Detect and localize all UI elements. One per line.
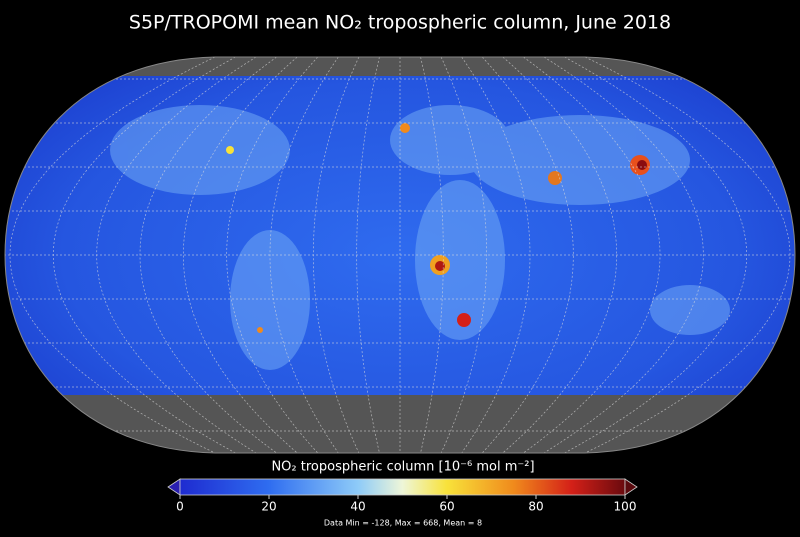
colorbar-tick-label: 40 [350, 500, 365, 514]
colorbar-tick-label: 100 [614, 500, 637, 514]
meridian [543, 57, 704, 453]
colorbar-tick-label: 0 [176, 500, 184, 514]
colorbar-over-arrow [624, 478, 638, 496]
meridian [9, 57, 216, 453]
meridian [356, 57, 380, 453]
colorbar-ticks: 0 20 40 60 80 100 [176, 495, 636, 514]
hotspots [226, 123, 650, 333]
colorbar-tick-label: 80 [528, 500, 543, 514]
colorbar [179, 478, 626, 496]
meridian [481, 57, 574, 453]
meridian [226, 57, 319, 453]
data-stats: Data Min = -128, Max = 668, Mean = 8 [324, 519, 482, 528]
meridian [584, 57, 791, 453]
meridian [523, 57, 661, 453]
meridian [182, 57, 298, 453]
map [5, 57, 795, 453]
meridian [440, 57, 487, 453]
graticule [5, 57, 795, 453]
colorbar-tick-label: 60 [439, 500, 454, 514]
meridian [502, 57, 618, 453]
colorbar-label: NO₂ tropospheric column [10⁻⁶ mol m⁻²] [271, 460, 534, 475]
meridian [420, 57, 444, 453]
land-glow [110, 105, 730, 370]
title: S5P/TROPOMI mean NO₂ tropospheric column… [129, 12, 671, 34]
colorbar-tick-label: 20 [261, 500, 276, 514]
map-outline [4, 56, 796, 454]
meridian [564, 57, 747, 453]
